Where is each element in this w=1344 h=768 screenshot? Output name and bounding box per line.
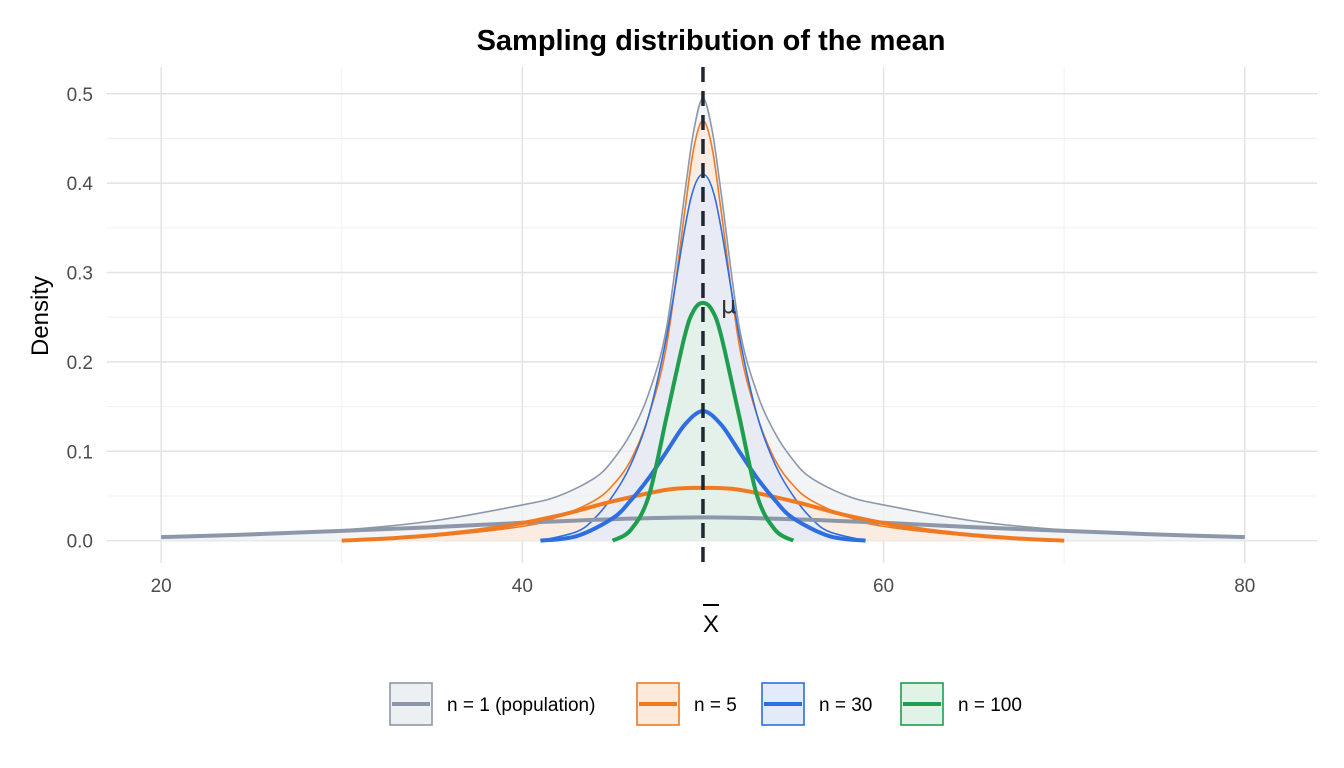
series-curve-3 <box>611 300 795 543</box>
x-axis-title: X <box>703 611 719 638</box>
x-tick-label: 60 <box>873 576 894 597</box>
legend-label-1: n = 5 <box>694 695 737 716</box>
y-axis-ticks: 0.0 0.1 0.2 0.3 0.4 0.5 <box>67 85 94 553</box>
y-tick-label: 0.2 <box>67 353 93 374</box>
legend-label-3: n = 100 <box>958 695 1022 716</box>
legend-label-2: n = 30 <box>819 695 872 716</box>
y-axis-title: Density <box>27 276 54 356</box>
mean-reference-label: μ <box>721 291 736 319</box>
x-tick-label: 40 <box>512 576 533 597</box>
y-tick-label: 0.1 <box>67 442 93 463</box>
y-tick-label: 0.4 <box>67 174 94 195</box>
y-tick-label: 0.5 <box>67 85 93 106</box>
y-tick-label: 0.0 <box>67 532 93 553</box>
y-tick-label: 0.3 <box>67 264 93 285</box>
legend-label-0: n = 1 (population) <box>447 695 595 716</box>
x-axis-ticks: 20 40 60 80 <box>151 576 1256 597</box>
series-fill-3 <box>612 302 794 541</box>
mean-reference: μ <box>701 67 736 563</box>
series-curve-0 <box>161 515 1245 540</box>
x-tick-label: 80 <box>1234 576 1255 597</box>
legend: n = 1 (population) n = 5 n = 30 n = 100 <box>389 682 1022 726</box>
chart-title: Sampling distribution of the mean <box>477 25 946 57</box>
x-tick-label: 20 <box>151 576 172 597</box>
